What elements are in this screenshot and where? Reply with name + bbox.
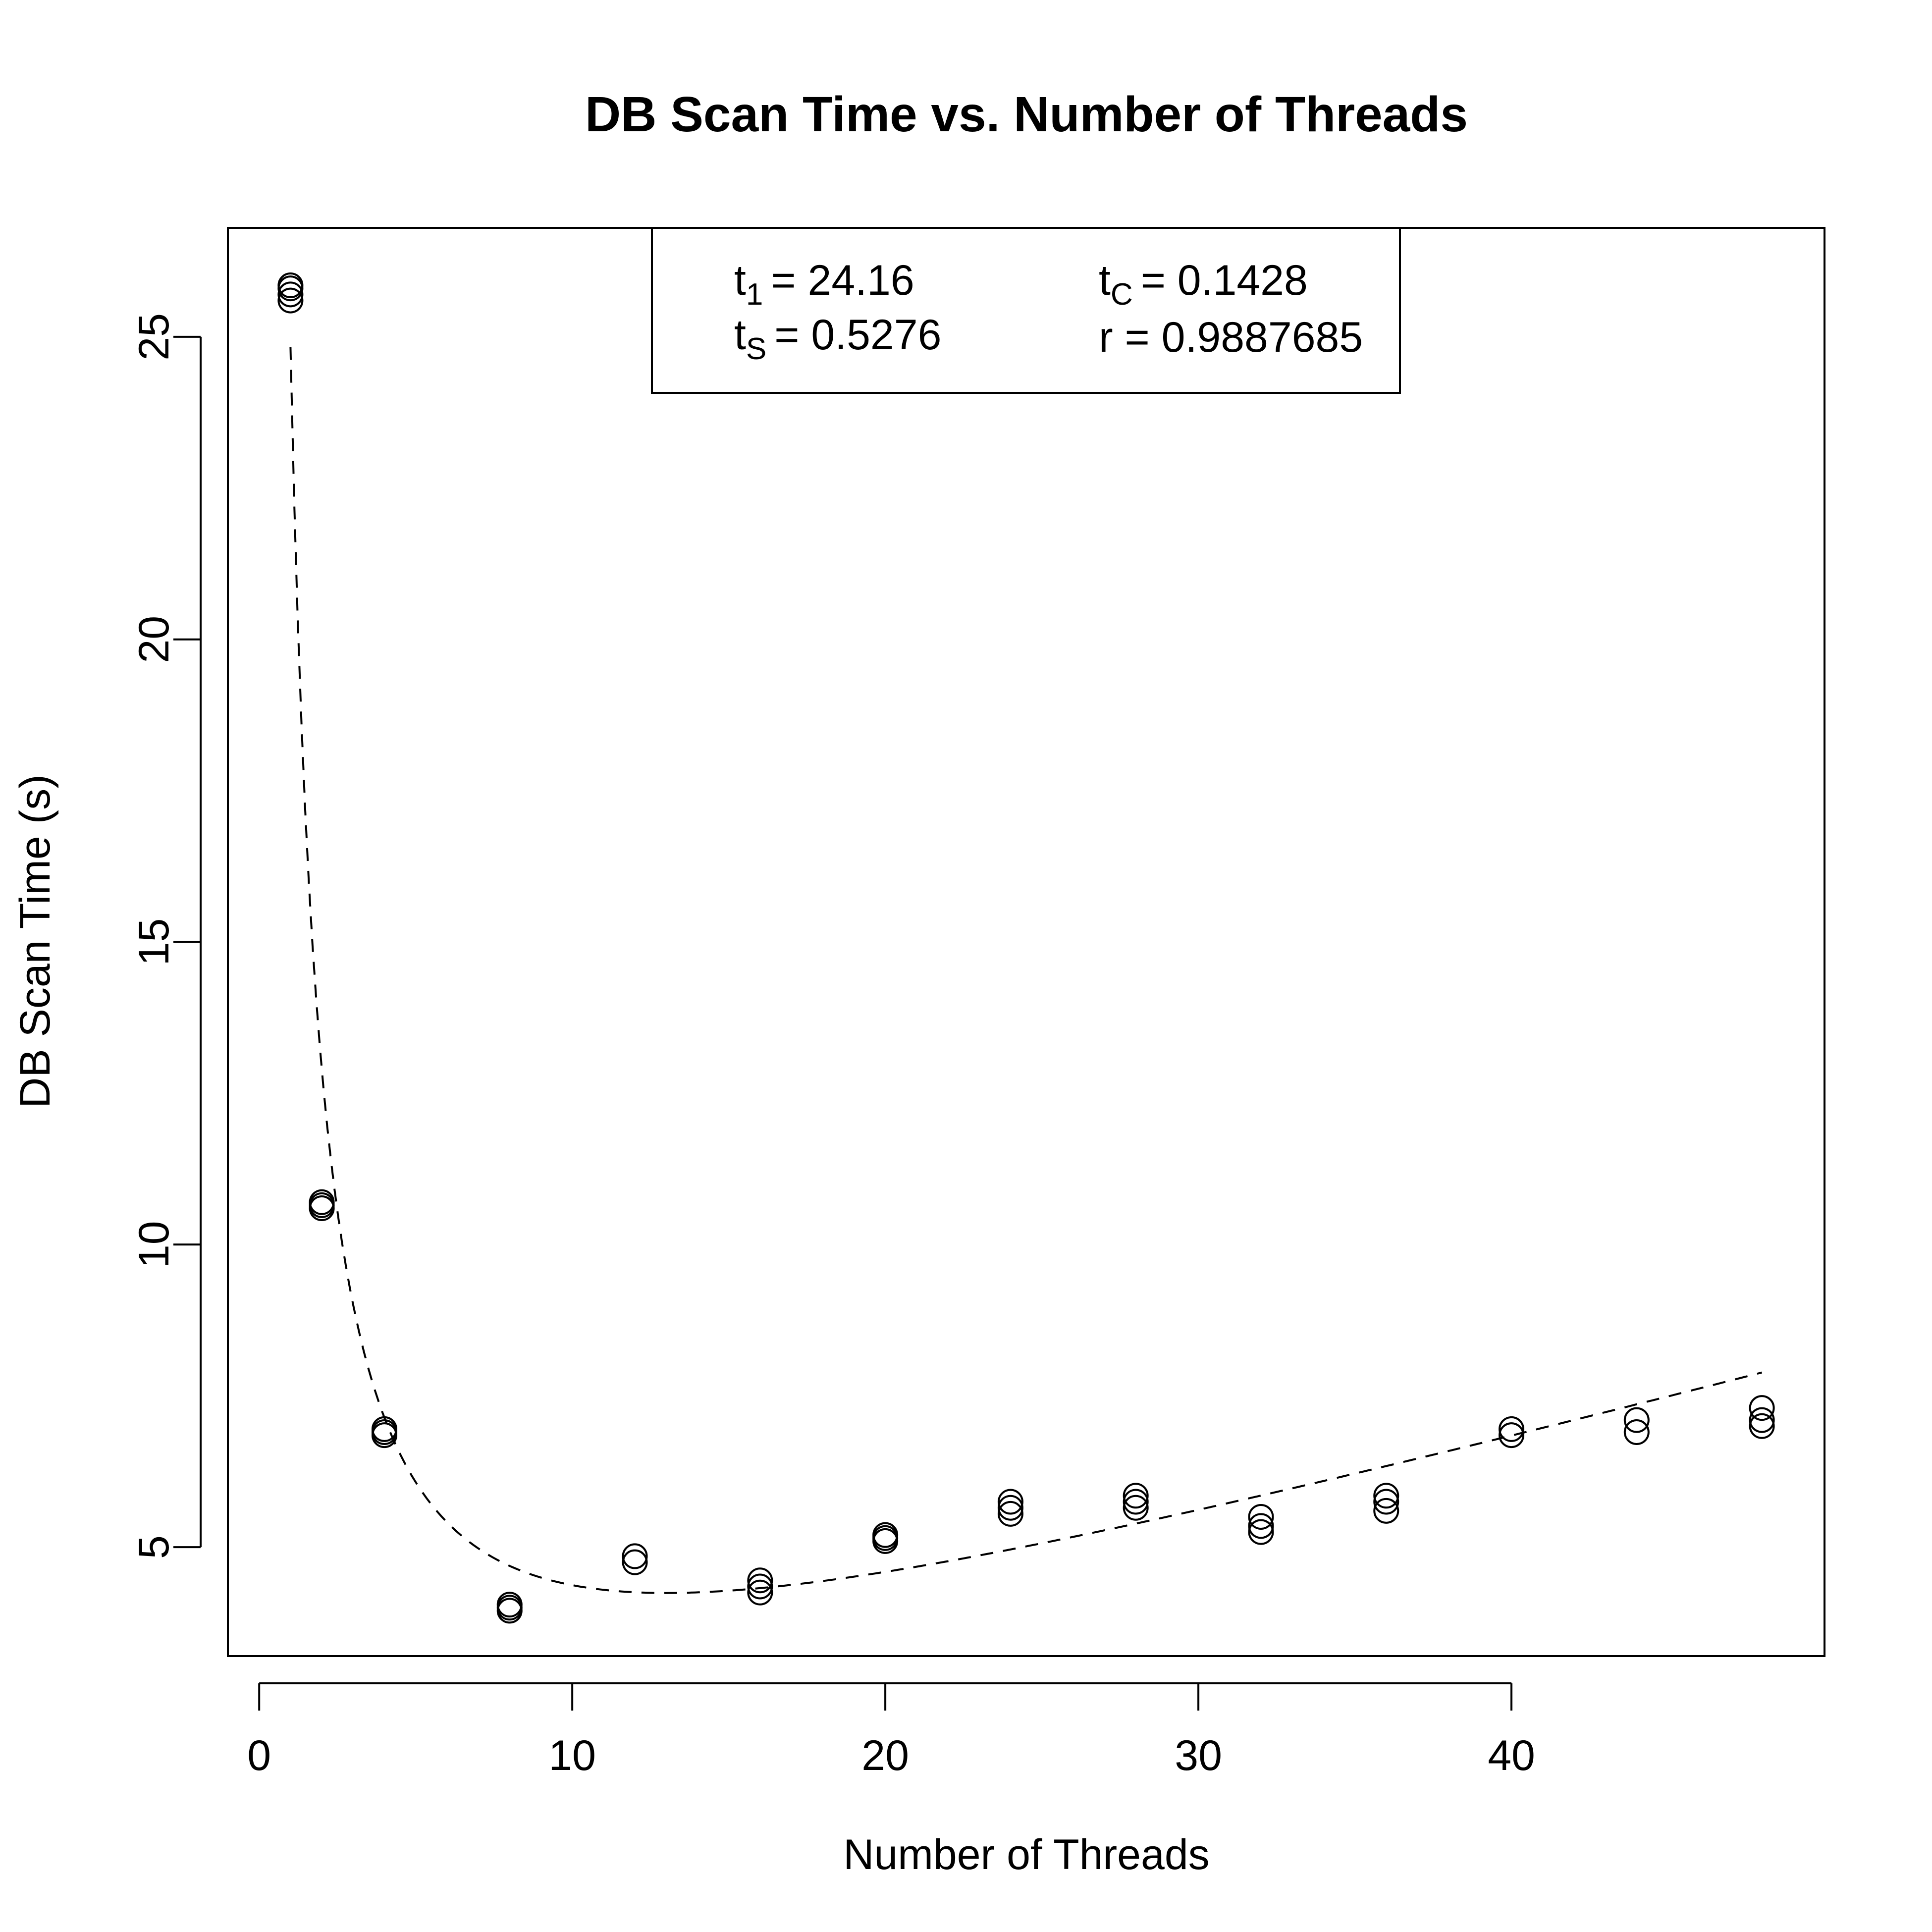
x-tick-label: 10 <box>548 1732 596 1779</box>
data-point <box>1373 1498 1399 1524</box>
data-point <box>1373 1483 1399 1509</box>
data-point <box>277 272 304 299</box>
data-point <box>997 1501 1023 1527</box>
data-point <box>309 1189 335 1215</box>
data-point <box>1123 1489 1149 1515</box>
stat-ts: tS = 0.5276 <box>734 311 941 366</box>
data-point <box>277 281 304 308</box>
stat-tc: tC = 0.1428 <box>1099 257 1308 312</box>
data-point <box>1749 1407 1775 1433</box>
stat-t1-label: t <box>734 257 746 304</box>
x-tick-label: 30 <box>1175 1732 1222 1779</box>
x-axis-title: Number of Threads <box>843 1831 1209 1878</box>
data-point <box>277 287 304 314</box>
stat-tc-value: = 0.1428 <box>1141 257 1308 304</box>
stat-t1-sub: 1 <box>746 277 763 312</box>
y-axis-title: DB Scan Time (s) <box>11 774 59 1108</box>
data-point <box>1248 1504 1274 1530</box>
data-point <box>997 1489 1023 1515</box>
data-point <box>872 1522 899 1548</box>
data-point <box>747 1573 773 1600</box>
data-point <box>496 1592 523 1618</box>
data-point <box>1123 1483 1149 1509</box>
data-point <box>1499 1416 1525 1442</box>
x-tick-label: 0 <box>247 1732 271 1779</box>
data-point <box>1373 1489 1399 1515</box>
data-point <box>997 1495 1023 1521</box>
x-axis: 0 10 20 30 40 <box>247 1682 1535 1779</box>
stat-t1: t1 = 24.16 <box>734 257 914 312</box>
stat-tc-label: t <box>1099 257 1111 304</box>
data-point <box>1749 1395 1775 1421</box>
data-point <box>622 1543 648 1569</box>
x-tick-label: 40 <box>1488 1732 1535 1779</box>
data-point <box>1623 1407 1650 1433</box>
data-point <box>371 1416 397 1442</box>
data-point <box>1749 1413 1775 1439</box>
data-point <box>1499 1422 1525 1449</box>
y-tick-label: 25 <box>130 313 178 361</box>
data-point <box>1623 1419 1650 1446</box>
data-point <box>622 1549 648 1575</box>
y-tick-label: 20 <box>130 616 178 663</box>
fit-curve <box>289 347 1763 1594</box>
y-tick-label: 5 <box>130 1535 178 1559</box>
plot-frame <box>227 227 1825 1657</box>
data-point <box>1123 1495 1149 1521</box>
y-tick-label: 15 <box>130 918 178 966</box>
data-point <box>1248 1519 1274 1545</box>
stat-r: r = 0.9887685 <box>1099 314 1363 361</box>
y-tick-label: 10 <box>130 1221 178 1268</box>
stats-box: t1 = 24.16 tS = 0.5276 tC = 0.1428 r = 0.98… <box>651 227 1401 394</box>
x-tick-label: 20 <box>861 1732 909 1779</box>
stat-tc-sub: C <box>1111 277 1133 312</box>
stat-ts-label: t <box>734 311 746 359</box>
stat-ts-value: = 0.5276 <box>774 311 941 359</box>
y-axis: 5 10 15 20 25 <box>130 313 202 1559</box>
stats-box-frame <box>651 227 1401 394</box>
stat-ts-sub: S <box>746 332 766 366</box>
data-points <box>277 272 1775 1624</box>
stat-t1-value: = 24.16 <box>771 257 914 304</box>
data-point <box>747 1579 773 1606</box>
chart-title: DB Scan Time vs. Number of Threads <box>585 87 1468 142</box>
data-point <box>747 1567 773 1594</box>
data-point <box>1248 1513 1274 1539</box>
